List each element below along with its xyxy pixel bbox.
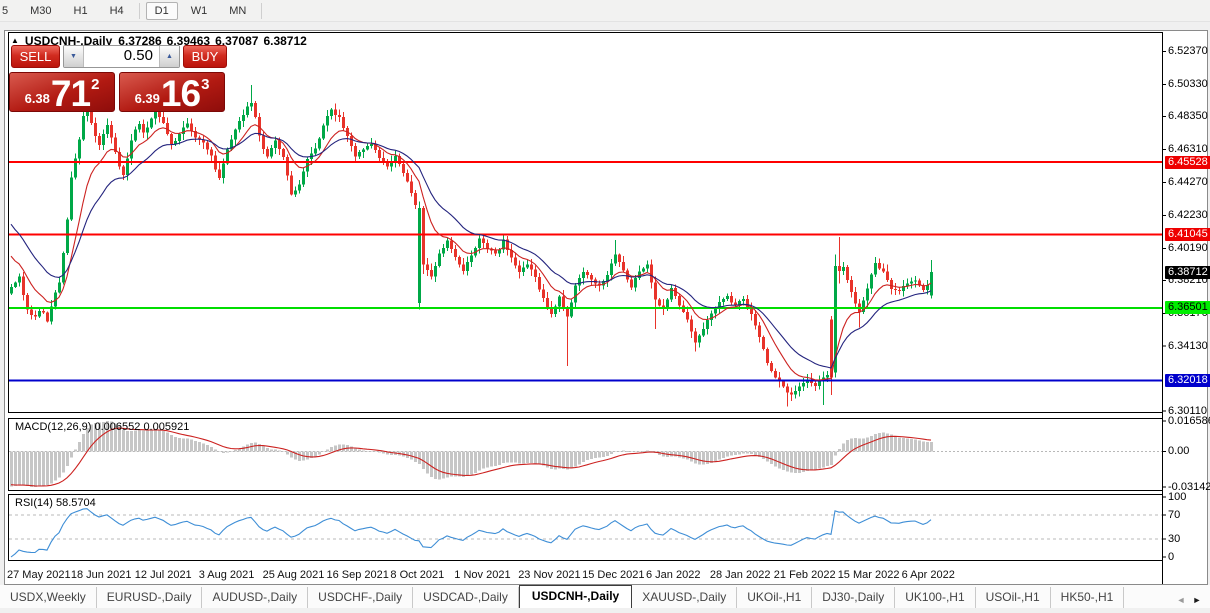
date-axis-label: 6 Jan 2022 (646, 569, 701, 581)
macd-main-value: 0.006552 (94, 421, 141, 433)
date-axis-label: 25 Aug 2021 (262, 569, 325, 581)
rsi-name: RSI(14) (15, 497, 53, 509)
timeframe-button-h1[interactable]: H1 (73, 4, 88, 17)
one-click-trading-panel: SELL ▼ 0.50 ▲ BUY 6.38 71 2 6.39 16 3 (9, 44, 233, 112)
date-axis-label: 18 Jun 2021 (70, 569, 132, 581)
chart-window: ▲ USDCNH-,Daily 6.37286 6.39463 6.37087 … (4, 30, 1210, 585)
tab-scroll-left-icon[interactable]: ◄ (1176, 595, 1186, 605)
macd-indicator-label: MACD(12,26,9) 0.006552 0.005921 (15, 421, 189, 433)
sell-price-sup: 2 (91, 76, 100, 93)
date-axis-label: 28 Jan 2022 (709, 569, 771, 581)
buy-button[interactable]: BUY (183, 45, 227, 68)
tab-audusd-daily[interactable]: AUDUSD-,Daily (202, 587, 309, 608)
chart-tab-bar: USDX,Weekly EURUSD-,Daily AUDUSD-,Daily USD… (0, 585, 1210, 608)
price-axis-label: 6.40190 (1168, 241, 1208, 254)
tab-uk100-h1[interactable]: UK100-,H1 (895, 587, 976, 608)
rsi-axis-label: 30 (1168, 532, 1181, 545)
sell-price-panel[interactable]: 6.38 71 2 (9, 72, 115, 112)
sell-price-base: 6.38 (24, 91, 50, 106)
status-strip (0, 608, 1210, 613)
chart-canvas[interactable] (5, 31, 1207, 584)
tab-usdcad-daily[interactable]: USDCAD-,Daily (413, 587, 519, 608)
price-axis-label: 6.52370 (1168, 45, 1208, 58)
date-axis-label: 1 Nov 2021 (454, 569, 511, 581)
volume-stepper: ▼ 0.50 ▲ (63, 45, 180, 68)
price-axis-label: 6.34130 (1168, 339, 1208, 352)
timeframe-button-m30[interactable]: M30 (30, 4, 52, 17)
date-axis-label: 23 Nov 2021 (518, 569, 581, 581)
timeframe-toolbar: 5 M30 H1 H4 D1 W1 MN (0, 0, 1210, 22)
macd-axis-max: 0.016586 (1168, 414, 1210, 427)
hline-price-label: 6.36501 (1165, 301, 1210, 315)
trade-controls-row: SELL ▼ 0.50 ▲ BUY (11, 45, 227, 68)
tab-usdx-weekly[interactable]: USDX,Weekly (0, 587, 97, 608)
hline-price-label: 6.32018 (1165, 373, 1210, 387)
rsi-value: 58.5704 (55, 497, 96, 509)
buy-price-sup: 3 (201, 76, 210, 93)
tab-dj30-daily[interactable]: DJ30-,Daily (812, 587, 896, 608)
hline-price-label: 6.45528 (1165, 155, 1210, 169)
timeframe-button-mn[interactable]: MN (229, 4, 247, 17)
volume-decrease-icon[interactable]: ▼ (64, 46, 84, 67)
tab-usoil-h1[interactable]: USOil-,H1 (976, 587, 1051, 608)
tab-eurusd-daily[interactable]: EURUSD-,Daily (97, 587, 203, 608)
rsi-axis-label: 0 (1168, 550, 1175, 563)
date-axis-label: 27 May 2021 (7, 569, 71, 581)
low-value: 6.37087 (215, 34, 259, 48)
timeframe-button-h4[interactable]: H4 (109, 4, 124, 17)
price-axis-label: 6.46310 (1168, 142, 1208, 155)
oneclick-toggle-icon[interactable]: ▲ (11, 35, 19, 45)
date-axis-label: 15 Dec 2021 (582, 569, 645, 581)
date-axis-label: 6 Apr 2022 (901, 569, 955, 581)
tab-usdcnh-daily[interactable]: USDCNH-,Daily (518, 585, 633, 608)
open-value: 6.37286 (118, 34, 162, 48)
date-axis-label: 3 Aug 2021 (198, 569, 255, 581)
date-axis-label: 12 Jul 2021 (134, 569, 192, 581)
tab-usdchf-daily[interactable]: USDCHF-,Daily (308, 587, 414, 608)
buy-price-big: 16 (160, 72, 201, 114)
price-axis-label: 6.42230 (1168, 208, 1208, 221)
timeframe-button-5[interactable]: 5 (2, 4, 9, 17)
hline-price-label: 6.41045 (1165, 228, 1210, 242)
price-axis-label: 6.48350 (1168, 109, 1208, 122)
tab-ukoil-h1[interactable]: UKOil-,H1 (737, 587, 813, 608)
rsi-axis-label: 70 (1168, 508, 1181, 521)
buy-price-base: 6.39 (134, 91, 160, 106)
timeframe-button-w1[interactable]: W1 (190, 4, 208, 17)
rsi-indicator-label: RSI(14) 58.5704 (15, 497, 96, 509)
toolbar-separator (261, 2, 263, 19)
buy-price-panel[interactable]: 6.39 16 3 (119, 72, 225, 112)
price-axis-label: 6.44270 (1168, 175, 1208, 188)
tab-hk50-h1[interactable]: HK50-,H1 (1051, 587, 1125, 608)
macd-signal-value: 0.005921 (143, 421, 190, 433)
symbol-title: USDCNH-,Daily (24, 34, 113, 48)
date-axis-label: 16 Sep 2021 (326, 569, 389, 581)
volume-increase-icon[interactable]: ▲ (159, 46, 179, 67)
sell-button[interactable]: SELL (11, 45, 60, 68)
toolbar-separator (138, 2, 140, 19)
close-value: 6.38712 (263, 34, 307, 48)
date-axis-label: 15 Mar 2022 (837, 569, 900, 581)
date-axis-label: 21 Feb 2022 (773, 569, 836, 581)
rsi-axis-label: 100 (1168, 490, 1187, 503)
price-axis-label: 6.50330 (1168, 78, 1208, 90)
high-value: 6.39463 (166, 34, 211, 48)
date-axis-label: 8 Oct 2021 (390, 569, 445, 581)
tab-scroll-controls: ◄ ► (1168, 595, 1210, 608)
price-axis-label: 6.30110 (1168, 404, 1207, 417)
volume-field[interactable]: 0.50 (123, 47, 153, 64)
sell-price-big: 71 (50, 72, 91, 114)
timeframe-button-d1[interactable]: D1 (145, 1, 178, 20)
tab-xauusd-daily[interactable]: XAUUSD-,Daily (632, 587, 738, 608)
macd-axis-zero: 0.00 (1168, 444, 1190, 457)
macd-name: MACD(12,26,9) (15, 421, 92, 433)
current-price-label: 6.38712 (1165, 265, 1210, 279)
chart-title-bar: ▲ USDCNH-,Daily 6.37286 6.39463 6.37087 … (11, 34, 307, 48)
ohlc-values: 6.37286 6.39463 6.37087 6.38712 (118, 34, 307, 48)
tab-scroll-right-icon[interactable]: ► (1192, 595, 1202, 605)
